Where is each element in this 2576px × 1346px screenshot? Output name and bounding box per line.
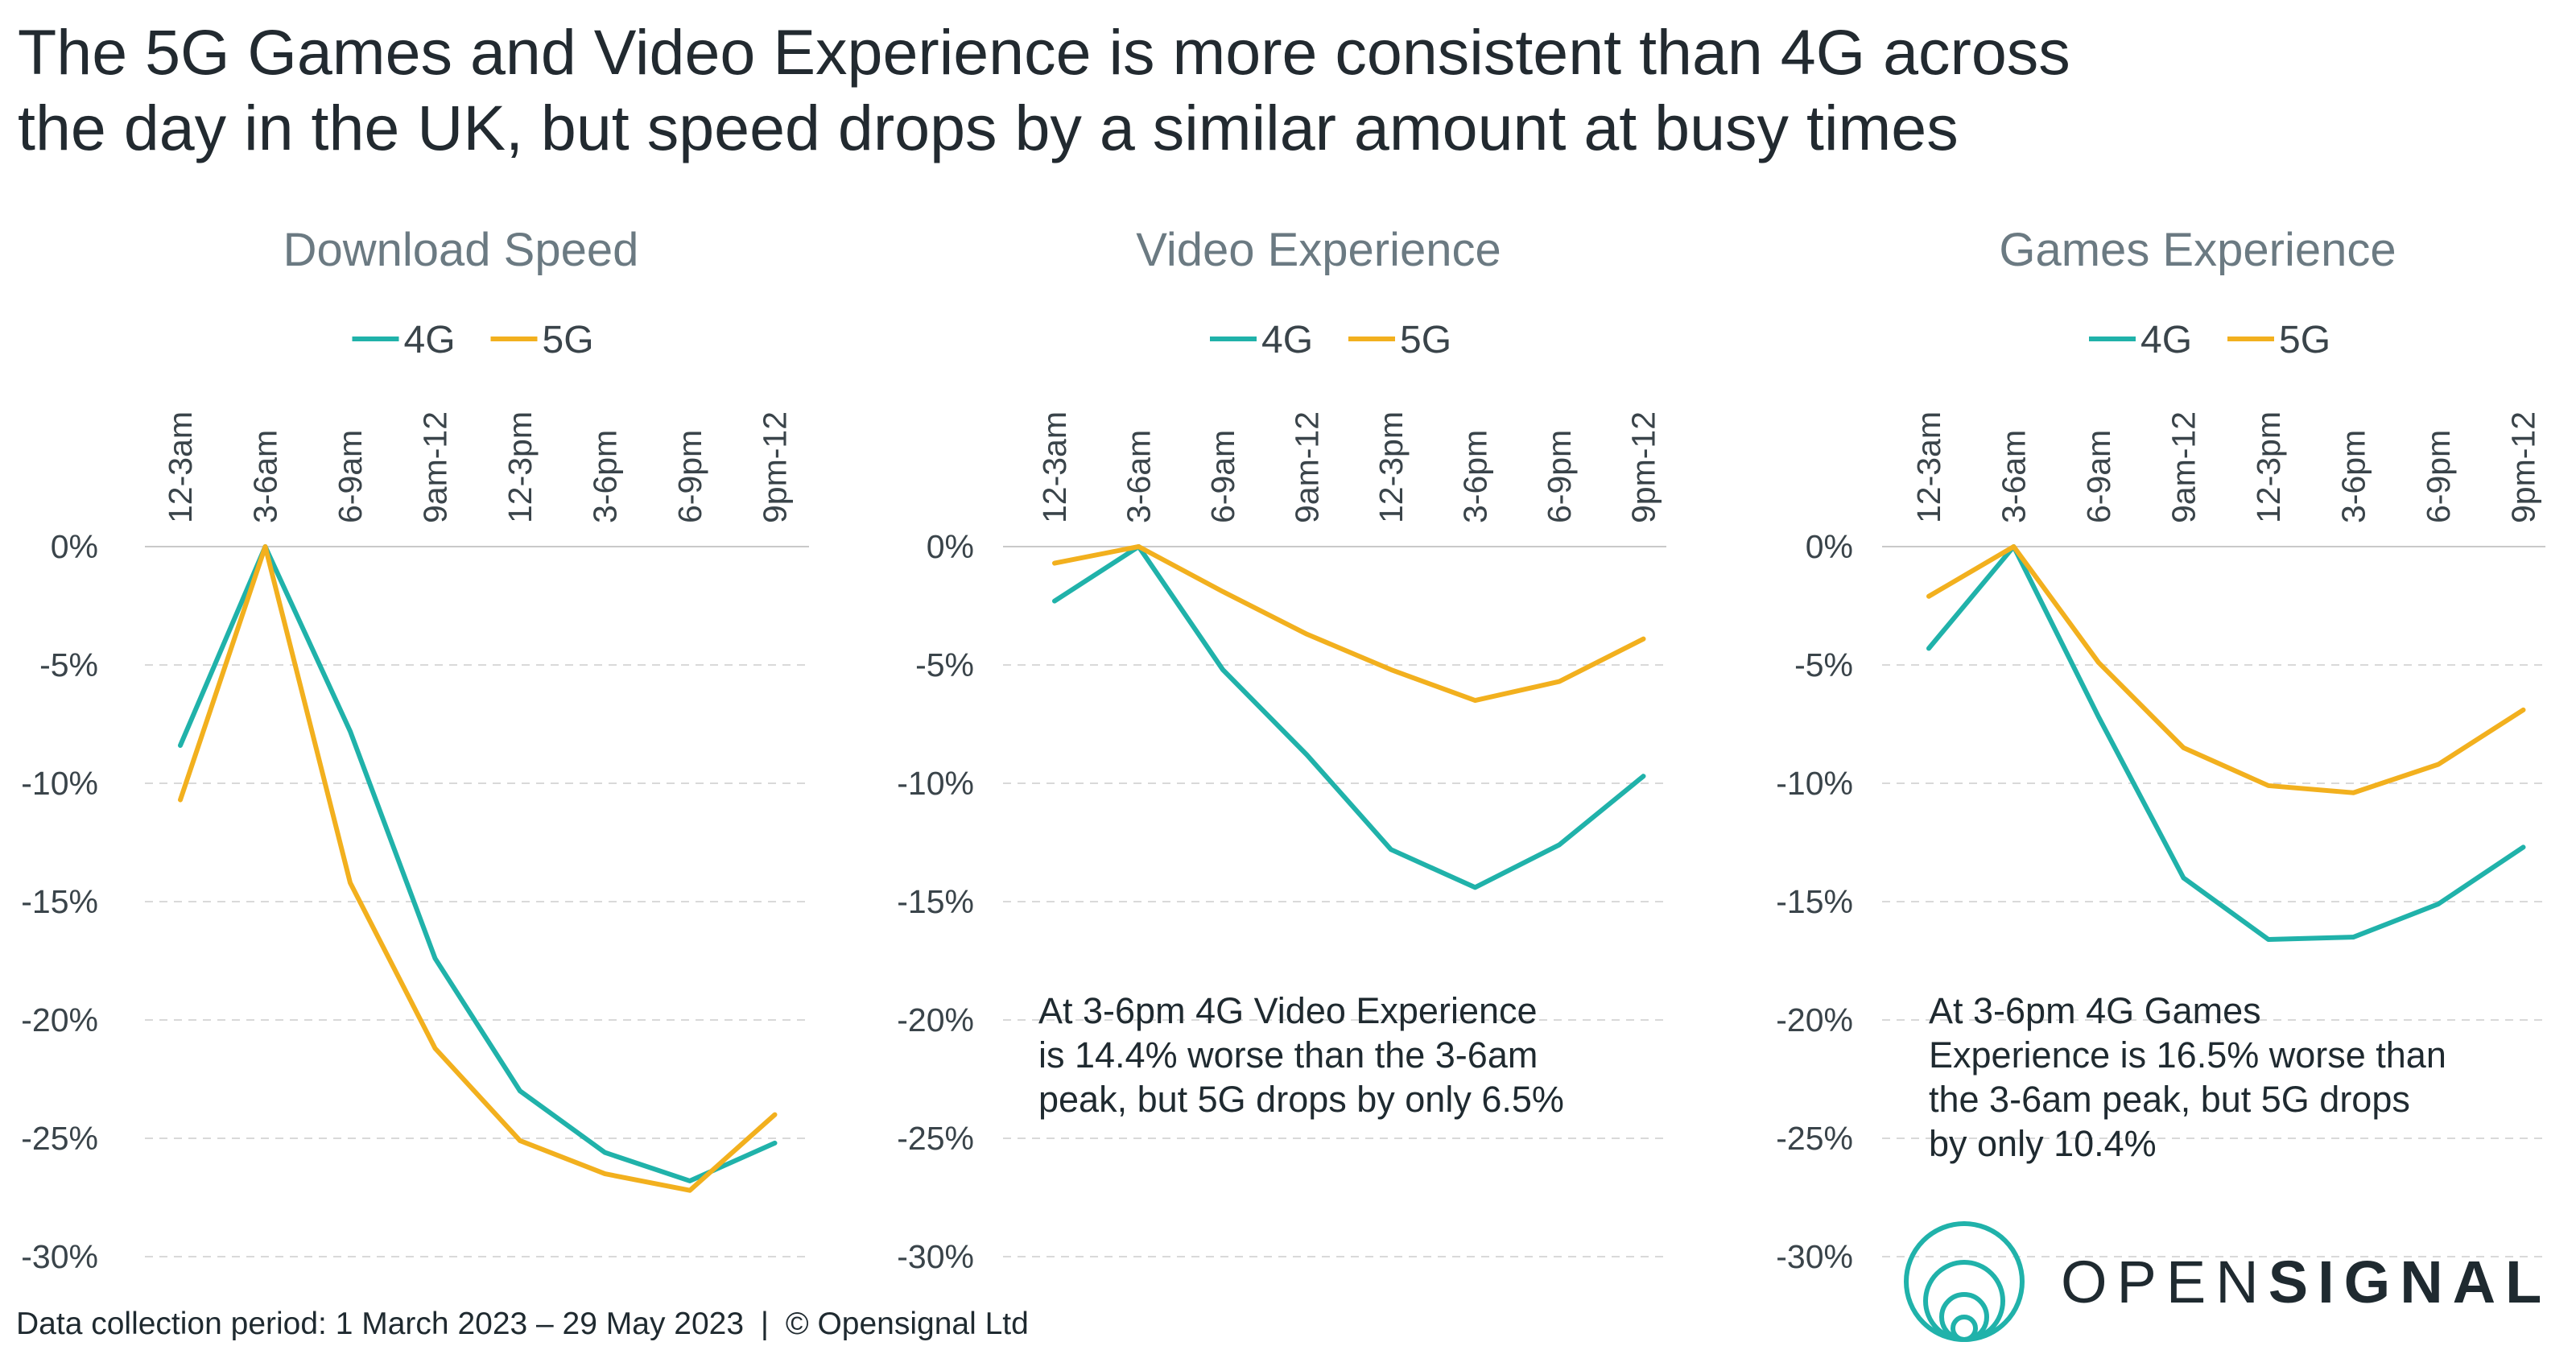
x-tick-label: 9pm-12 xyxy=(1625,411,1662,523)
y-tick-label: -15% xyxy=(1776,883,1853,920)
series-line-4g xyxy=(180,547,775,1181)
y-tick-label: -15% xyxy=(897,883,974,920)
footer-copyright: © Opensignal Ltd xyxy=(786,1307,1029,1341)
y-tick-label: -15% xyxy=(21,883,98,920)
x-tick-label: 12-3pm xyxy=(2250,411,2287,523)
legend-label-4g: 4G xyxy=(404,319,456,361)
x-tick-label: 3-6am xyxy=(247,430,284,523)
x-tick-label: 3-6pm xyxy=(2335,430,2372,523)
series-line-5g xyxy=(180,547,775,1191)
video-annotation-line: is 14.4% worse than the 3-6am xyxy=(1038,1033,1564,1077)
x-tick-label: 3-6am xyxy=(1121,430,1158,523)
y-tick-label: -25% xyxy=(897,1120,974,1157)
legend-label-5g: 5G xyxy=(543,319,594,361)
x-tick-label: 6-9am xyxy=(2080,430,2117,523)
y-tick-label: -25% xyxy=(21,1120,98,1157)
y-tick-label: -20% xyxy=(1776,1001,1853,1038)
y-tick-label: -20% xyxy=(21,1001,98,1038)
legend-label-5g: 5G xyxy=(1400,319,1451,361)
y-tick-label: -10% xyxy=(897,765,974,802)
games-annotation-line: At 3-6pm 4G Games xyxy=(1929,989,2446,1033)
x-tick-label: 12-3am xyxy=(1036,411,1073,523)
x-tick-label: 6-9pm xyxy=(2420,430,2457,523)
x-tick-label: 9am-12 xyxy=(1289,411,1326,523)
footer-separator: | xyxy=(761,1307,769,1341)
games-annotation-line: the 3-6am peak, but 5G drops xyxy=(1929,1077,2446,1121)
games-annotation: At 3-6pm 4G Games Experience is 16.5% wo… xyxy=(1929,989,2446,1166)
games-annotation-line: by only 10.4% xyxy=(1929,1121,2446,1166)
series-line-4g xyxy=(1929,547,2524,939)
y-tick-label: -5% xyxy=(1794,646,1853,683)
wordmark-signal: SIGNAL xyxy=(2268,1249,2552,1315)
video-annotation-line: peak, but 5G drops by only 6.5% xyxy=(1038,1077,1564,1121)
video-annotation-line: At 3-6pm 4G Video Experience xyxy=(1038,989,1564,1033)
y-tick-label: -10% xyxy=(21,765,98,802)
x-tick-label: 12-3pm xyxy=(502,411,539,523)
y-tick-label: -30% xyxy=(21,1238,98,1275)
y-tick-label: -5% xyxy=(39,646,98,683)
chart-title-video: Video Experience xyxy=(1136,224,1501,276)
x-tick-label: 6-9pm xyxy=(671,430,708,523)
y-tick-label: 0% xyxy=(1806,528,1853,565)
series-line-5g xyxy=(1929,547,2524,793)
x-tick-label: 9am-12 xyxy=(2165,411,2202,523)
y-tick-label: 0% xyxy=(927,528,974,565)
legend-label-4g: 4G xyxy=(2140,319,2192,361)
y-tick-label: 0% xyxy=(51,528,98,565)
x-tick-label: 6-9pm xyxy=(1541,430,1578,523)
footer: Data collection period: 1 March 2023 – 2… xyxy=(16,1307,1029,1342)
chart-title-download: Download Speed xyxy=(283,224,639,276)
y-tick-label: -20% xyxy=(897,1001,974,1038)
x-tick-label: 12-3pm xyxy=(1373,411,1410,523)
x-tick-label: 9pm-12 xyxy=(2505,411,2542,523)
x-tick-label: 9am-12 xyxy=(417,411,454,523)
x-tick-label: 12-3am xyxy=(1910,411,1947,523)
wordmark-open: OPEN xyxy=(2061,1249,2268,1315)
series-line-5g xyxy=(1055,547,1644,700)
series-line-4g xyxy=(1055,547,1644,887)
x-tick-label: 9pm-12 xyxy=(757,411,794,523)
x-tick-label: 3-6am xyxy=(1996,430,2033,523)
footer-period: Data collection period: 1 March 2023 – 2… xyxy=(16,1307,744,1341)
opensignal-logo-icon xyxy=(1900,1217,2029,1346)
chart-title-games: Games Experience xyxy=(1999,224,2396,276)
y-tick-label: -30% xyxy=(897,1238,974,1275)
games-annotation-line: Experience is 16.5% worse than xyxy=(1929,1033,2446,1077)
x-tick-label: 3-6pm xyxy=(1457,430,1494,523)
y-tick-label: -25% xyxy=(1776,1120,1853,1157)
x-tick-label: 6-9am xyxy=(1204,430,1241,523)
x-tick-label: 12-3am xyxy=(162,411,199,523)
legend-label-5g: 5G xyxy=(2279,319,2330,361)
video-annotation: At 3-6pm 4G Video Experience is 14.4% wo… xyxy=(1038,989,1564,1121)
x-tick-label: 3-6pm xyxy=(587,430,624,523)
legend-label-4g: 4G xyxy=(1261,319,1313,361)
y-tick-label: -30% xyxy=(1776,1238,1853,1275)
x-tick-label: 6-9am xyxy=(332,430,369,523)
y-tick-label: -5% xyxy=(915,646,974,683)
opensignal-wordmark: OPENSIGNAL xyxy=(2061,1248,2551,1316)
y-tick-label: -10% xyxy=(1776,765,1853,802)
